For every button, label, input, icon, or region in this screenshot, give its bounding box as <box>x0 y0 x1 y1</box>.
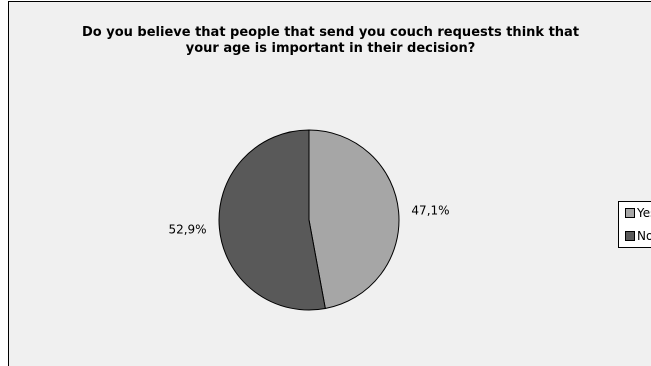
legend-item-yes: Yes <box>625 206 651 220</box>
pie-slices <box>219 130 399 310</box>
pie-slice-yes <box>309 130 399 309</box>
legend-swatch-no <box>625 231 635 241</box>
legend: Yes No <box>618 201 651 248</box>
legend-label-no: No <box>637 229 651 243</box>
legend-item-no: No <box>625 229 651 243</box>
pie-slice-no <box>219 130 325 310</box>
pie-label-yes: 47,1% <box>411 204 449 218</box>
legend-label-yes: Yes <box>637 206 651 220</box>
chart-area: Do you believe that people that send you… <box>8 1 651 366</box>
pie-chart: 47,1% 52,9% <box>9 2 651 366</box>
pie-label-no: 52,9% <box>168 222 206 236</box>
legend-swatch-yes <box>625 208 635 218</box>
